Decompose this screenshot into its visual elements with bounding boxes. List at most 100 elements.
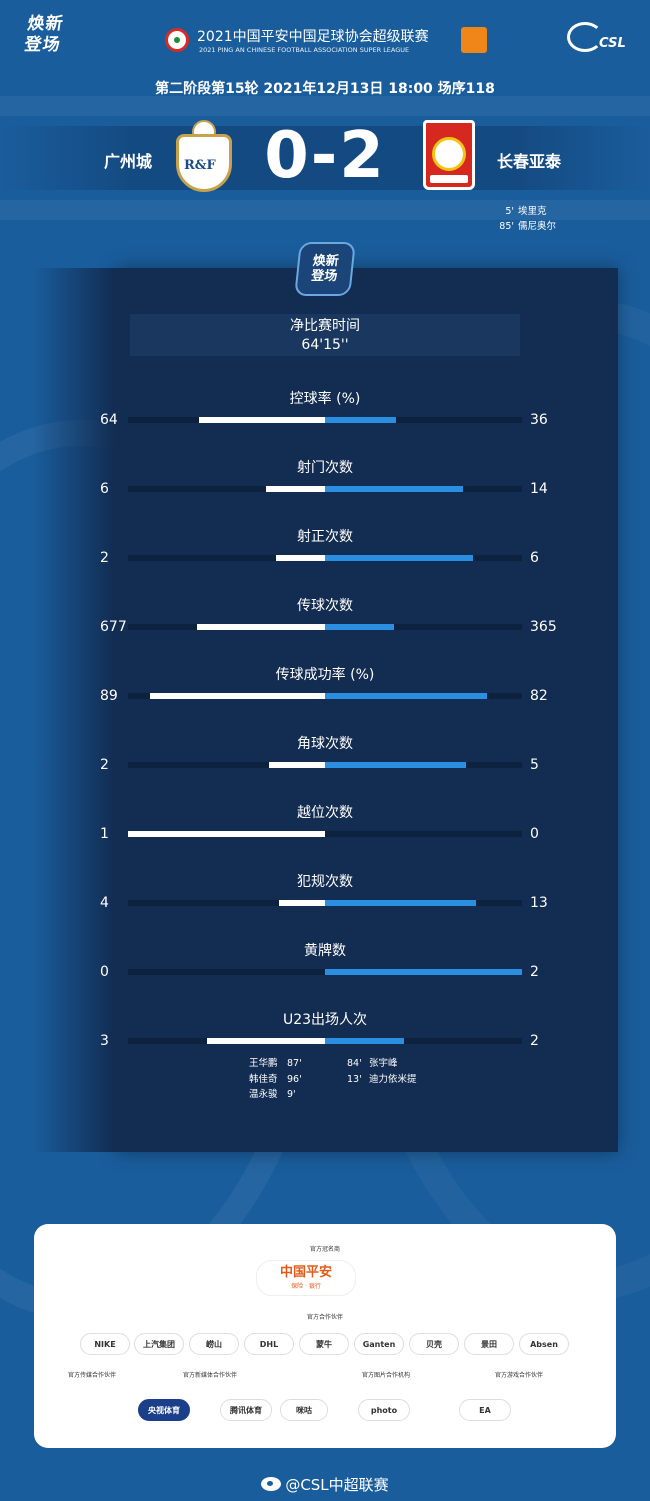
title-sponsor-name: 中国平安: [279, 1265, 332, 1280]
slogan-badge: 焕新登场: [294, 242, 356, 296]
league-title-cn: 2021中国平安中国足球协会超级联赛: [197, 29, 429, 45]
stat-row: 越位次数 1 0: [0, 802, 650, 852]
scorer-name: 儒尼奥尔: [518, 221, 557, 232]
stat-label: 犯规次数: [297, 874, 353, 890]
league-title: 2021中国平安中国足球协会超级联赛 2021 PING AN CHINESE …: [165, 24, 487, 64]
partner-logo: 崂山: [189, 1333, 239, 1355]
partners-label: 官方合作伙伴: [306, 1314, 343, 1321]
stat-away-value: 82: [530, 688, 548, 704]
stat-away-value: 0: [530, 826, 539, 842]
csl-ring-icon: [567, 22, 603, 52]
player-minute: 84': [347, 1058, 362, 1069]
csl-logo-text: CSL: [599, 36, 626, 51]
partner-logo: 景田: [464, 1333, 514, 1355]
scorer-minute: 85': [499, 221, 514, 232]
stat-home-bar: [279, 900, 325, 906]
stat-home-bar: [128, 831, 325, 837]
match-score: 0-2: [264, 119, 386, 193]
stat-home-value: 2: [100, 550, 109, 566]
u23-home-row: 王华鹏 87': [249, 1056, 302, 1072]
home-team-crest-icon: R&F: [168, 120, 238, 192]
media-partner-label: 官方传媒合作伙伴: [67, 1372, 116, 1379]
u23-away-row: 84' 张宇峰: [347, 1056, 417, 1072]
stat-away-bar: [325, 762, 466, 768]
player-name: 韩佳奇: [249, 1073, 278, 1085]
game-label: 官方游戏合作伙伴: [494, 1372, 543, 1379]
stat-home-bar: [266, 486, 325, 492]
stat-label: 黄牌数: [304, 943, 346, 959]
stat-home-bar: [276, 555, 325, 561]
new-media-label: 官方新媒体合作伙伴: [182, 1372, 237, 1379]
ping-an-badge-icon: [461, 27, 487, 53]
stat-home-value: 6: [100, 481, 109, 497]
stat-home-value: 677: [100, 619, 127, 635]
stat-label: 控球率 (%): [289, 391, 361, 407]
u23-away-row: 13' 迪力依米提: [347, 1072, 417, 1088]
weibo-icon: [261, 1477, 282, 1491]
partner-logo: NIKE: [80, 1333, 130, 1355]
u23-home-list: 王华鹏 87' 韩佳奇 96' 温永骏 9': [249, 1056, 302, 1103]
stat-label: U23出场人次: [282, 1012, 368, 1028]
footer: @CSL中超联赛: [0, 1474, 650, 1495]
stat-home-value: 64: [100, 412, 118, 428]
photo-label: 官方图片合作机构: [361, 1372, 410, 1379]
stat-home-value: 0: [100, 964, 109, 980]
partner-logo: 贝壳: [409, 1333, 459, 1355]
stat-away-bar: [325, 624, 394, 630]
stat-home-bar: [197, 624, 325, 630]
player-minute: 87': [287, 1058, 302, 1069]
stat-row: 传球次数 677 365: [0, 595, 650, 645]
game-partner-logo: EA: [459, 1399, 511, 1421]
partner-logo: Absen: [519, 1333, 569, 1355]
partner-logo: DHL: [244, 1333, 294, 1355]
stat-row: 传球成功率 (%) 89 82: [0, 664, 650, 714]
stat-label: 射门次数: [297, 460, 353, 476]
stat-home-bar: [150, 693, 325, 699]
net-time-label: 净比赛时间: [290, 318, 360, 334]
stat-away-bar: [325, 555, 473, 561]
stat-away-bar: [325, 417, 396, 423]
weibo-handle[interactable]: @CSL中超联赛: [285, 1476, 389, 1494]
scorer-row: 5' 埃里克: [496, 204, 556, 219]
player-minute: 96': [287, 1073, 302, 1085]
stat-row: 黄牌数 0 2: [0, 940, 650, 990]
stat-away-bar: [325, 900, 476, 906]
header: 焕新登场 2021中国平安中国足球协会超级联赛 2021 PING AN CHI…: [0, 0, 650, 68]
stats-panel: [32, 268, 618, 1152]
league-title-en: 2021 PING AN CHINESE FOOTBALL ASSOCIATIO…: [199, 46, 410, 54]
stat-away-value: 365: [530, 619, 557, 635]
player-name: 迪力依米提: [369, 1073, 417, 1085]
new-media-logo-migu: 咪咕: [280, 1399, 328, 1421]
u23-home-row: 韩佳奇 96': [249, 1072, 302, 1088]
title-sponsor-logo: 中国平安 保险 · 银行: [256, 1260, 356, 1296]
new-media-logo-tencent: 腾讯体育: [220, 1399, 272, 1421]
stat-label: 传球成功率 (%): [275, 667, 375, 683]
stat-label: 传球次数: [297, 598, 353, 614]
stat-home-value: 2: [100, 757, 109, 773]
stat-away-value: 14: [530, 481, 548, 497]
stat-away-bar: [325, 693, 487, 699]
title-sponsor-label: 官方冠名商: [309, 1246, 340, 1253]
net-time-value: 64'15'': [301, 337, 349, 353]
csl-logo: CSL: [565, 22, 633, 52]
slogan-badge-text: 焕新登场: [310, 254, 340, 284]
cfa-emblem-icon: [165, 28, 189, 52]
player-minute: 13': [347, 1073, 362, 1085]
photo-partner-logo: photo: [358, 1399, 410, 1421]
net-time-box: 净比赛时间 64'15'': [130, 314, 520, 356]
stat-row: 犯规次数 4 13: [0, 871, 650, 921]
stat-away-bar: [325, 486, 463, 492]
partner-logo: Ganten: [354, 1333, 404, 1355]
stat-label: 越位次数: [297, 805, 353, 821]
away-scorers: 5' 埃里克 85' 儒尼奥尔: [496, 204, 556, 234]
title-sponsor-sub: 保险 · 银行: [291, 1283, 321, 1290]
u23-home-row: 温永骏 9': [249, 1087, 302, 1103]
stat-home-value: 1: [100, 826, 109, 842]
stat-row: 射正次数 2 6: [0, 526, 650, 576]
player-name: 王华鹏: [249, 1058, 278, 1069]
player-minute: 9': [287, 1089, 296, 1100]
stat-away-value: 6: [530, 550, 539, 566]
stat-label: 射正次数: [297, 529, 353, 545]
stat-row: 射门次数 6 14: [0, 457, 650, 507]
player-name: 张宇峰: [369, 1058, 398, 1069]
